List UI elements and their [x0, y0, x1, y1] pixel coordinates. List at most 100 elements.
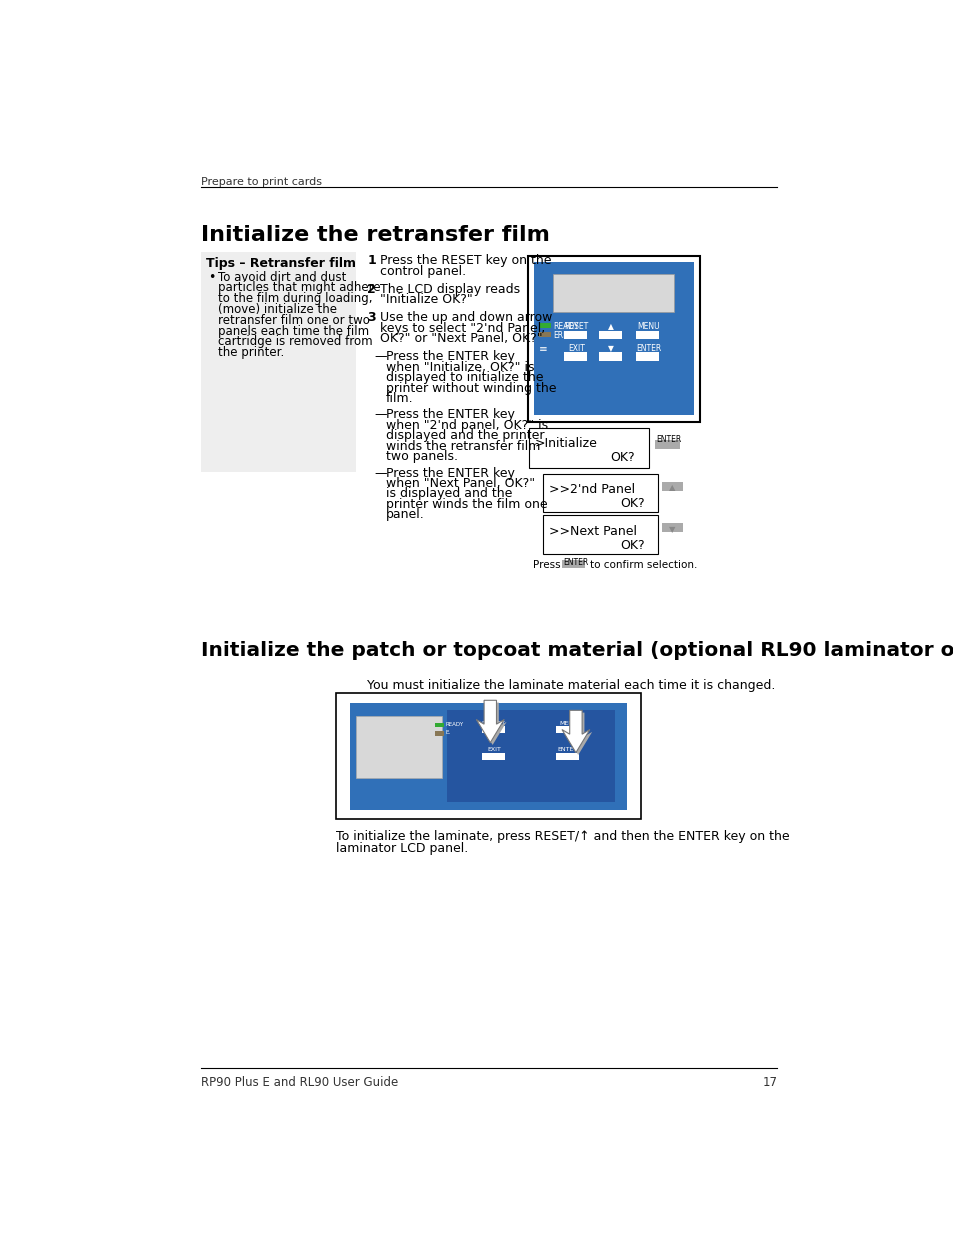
Text: 2: 2	[367, 283, 375, 296]
Bar	[537, 332, 550, 337]
Text: printer winds the film one: printer winds the film one	[385, 498, 547, 511]
Polygon shape	[478, 703, 506, 745]
Text: ▲: ▲	[608, 322, 614, 331]
Text: Press the ENTER key: Press the ENTER key	[385, 467, 515, 479]
Text: RESET: RESET	[564, 322, 588, 331]
Text: displayed and the printer: displayed and the printer	[385, 430, 544, 442]
Text: winds the retransfer film: winds the retransfer film	[385, 440, 539, 453]
Text: •: •	[208, 270, 215, 284]
Text: to confirm selection.: to confirm selection.	[589, 561, 697, 571]
Text: the printer.: the printer.	[217, 346, 284, 359]
Bar	[542, 515, 658, 555]
Text: when "2'nd panel, OK?" is: when "2'nd panel, OK?" is	[385, 419, 547, 432]
Bar	[481, 726, 504, 734]
Text: Press: Press	[533, 561, 560, 571]
Text: OK?" or "Next Panel, OK?": OK?" or "Next Panel, OK?"	[379, 332, 541, 346]
Bar	[561, 561, 584, 568]
Text: 3: 3	[367, 311, 375, 325]
Text: Initialize the retransfer film: Initialize the retransfer film	[200, 225, 549, 246]
Text: keys to select "2'nd Panel,: keys to select "2'nd Panel,	[379, 322, 544, 335]
Text: Press the RESET key on the: Press the RESET key on the	[379, 254, 551, 268]
Polygon shape	[561, 710, 589, 752]
Text: retransfer film one or two: retransfer film one or two	[217, 314, 369, 327]
Text: printer without winding the: printer without winding the	[385, 382, 556, 394]
Bar	[534, 262, 693, 415]
Text: Prepare to print cards: Prepare to print cards	[200, 178, 321, 188]
Text: >Initialize: >Initialize	[534, 437, 597, 450]
Text: control panel.: control panel.	[379, 264, 465, 278]
Bar	[661, 482, 682, 490]
Text: ENTER: ENTER	[558, 747, 578, 752]
Text: ▼: ▼	[608, 343, 614, 353]
Text: (move) initialize the: (move) initialize the	[217, 303, 336, 316]
Bar	[598, 331, 621, 340]
Bar	[553, 274, 674, 312]
Text: ENTER: ENTER	[562, 558, 588, 567]
Bar	[563, 352, 587, 361]
Text: ENTER: ENTER	[636, 343, 660, 353]
Text: ▼: ▼	[668, 525, 675, 534]
Text: The LCD display reads: The LCD display reads	[379, 283, 519, 296]
Text: panel.: panel.	[385, 508, 424, 521]
Text: Press the ENTER key: Press the ENTER key	[385, 409, 515, 421]
Text: OK?: OK?	[620, 538, 644, 552]
Text: >>Next Panel: >>Next Panel	[548, 525, 636, 537]
Text: Use the up and down arrow: Use the up and down arrow	[379, 311, 552, 325]
Bar	[356, 716, 441, 778]
Polygon shape	[563, 713, 592, 755]
Text: two panels.: two panels.	[385, 450, 457, 463]
Text: when "Initialize, OK?" is: when "Initialize, OK?" is	[385, 361, 534, 374]
Bar	[529, 427, 649, 468]
Bar	[563, 331, 587, 340]
Text: film.: film.	[385, 391, 413, 405]
Text: when "Next Panel, OK?": when "Next Panel, OK?"	[385, 477, 535, 490]
Text: EXIT: EXIT	[487, 747, 500, 752]
Text: "Initialize OK?": "Initialize OK?"	[379, 294, 472, 306]
Bar	[654, 440, 679, 448]
Text: To avoid dirt and dust: To avoid dirt and dust	[217, 270, 346, 284]
Bar	[556, 726, 578, 734]
Bar	[636, 331, 659, 340]
Text: Press the ENTER key: Press the ENTER key	[385, 351, 515, 363]
Polygon shape	[476, 700, 504, 742]
Text: MENU: MENU	[558, 721, 577, 726]
Bar	[527, 256, 699, 421]
Bar	[537, 324, 550, 327]
Text: —: —	[374, 467, 386, 479]
Bar	[435, 722, 443, 727]
Text: MENU: MENU	[637, 322, 659, 331]
Text: ENTER: ENTER	[656, 436, 680, 445]
Text: To initialize the laminate, press RESET/↑ and then the ENTER key on the: To initialize the laminate, press RESET/…	[335, 830, 789, 842]
Text: READY: READY	[445, 721, 463, 727]
Text: to the film during loading,: to the film during loading,	[217, 293, 372, 305]
Text: EXIT: EXIT	[567, 343, 584, 353]
Text: laminator LCD panel.: laminator LCD panel.	[335, 842, 468, 855]
Bar	[350, 703, 626, 810]
Bar	[335, 693, 640, 819]
Bar	[661, 524, 682, 532]
Text: OK?: OK?	[610, 451, 635, 464]
Text: 1: 1	[367, 254, 375, 268]
Text: Tips – Retransfer film: Tips – Retransfer film	[206, 257, 355, 269]
Text: is displayed and the: is displayed and the	[385, 488, 512, 500]
Text: >>2'nd Panel: >>2'nd Panel	[548, 483, 634, 496]
Bar	[598, 352, 621, 361]
Text: particles that might adhere: particles that might adhere	[217, 282, 380, 294]
Text: You must initialize the laminate material each time it is changed.: You must initialize the laminate materia…	[367, 679, 775, 693]
Text: 17: 17	[761, 1076, 777, 1089]
Text: panels each time the film: panels each time the film	[217, 325, 369, 337]
Text: cartridge is removed from: cartridge is removed from	[217, 336, 372, 348]
Text: —: —	[374, 409, 386, 421]
Bar	[556, 752, 578, 760]
Text: OK?: OK?	[620, 496, 644, 510]
Text: —: —	[374, 351, 386, 363]
Bar	[447, 710, 615, 802]
Text: E.: E.	[445, 730, 450, 735]
Text: READY: READY	[553, 322, 578, 331]
Bar	[542, 474, 658, 513]
Text: ▲: ▲	[668, 483, 675, 493]
Text: RESET↑: RESET↑	[481, 721, 506, 726]
Text: displayed to initialize the: displayed to initialize the	[385, 370, 543, 384]
Bar	[435, 731, 443, 736]
Bar	[200, 252, 355, 472]
